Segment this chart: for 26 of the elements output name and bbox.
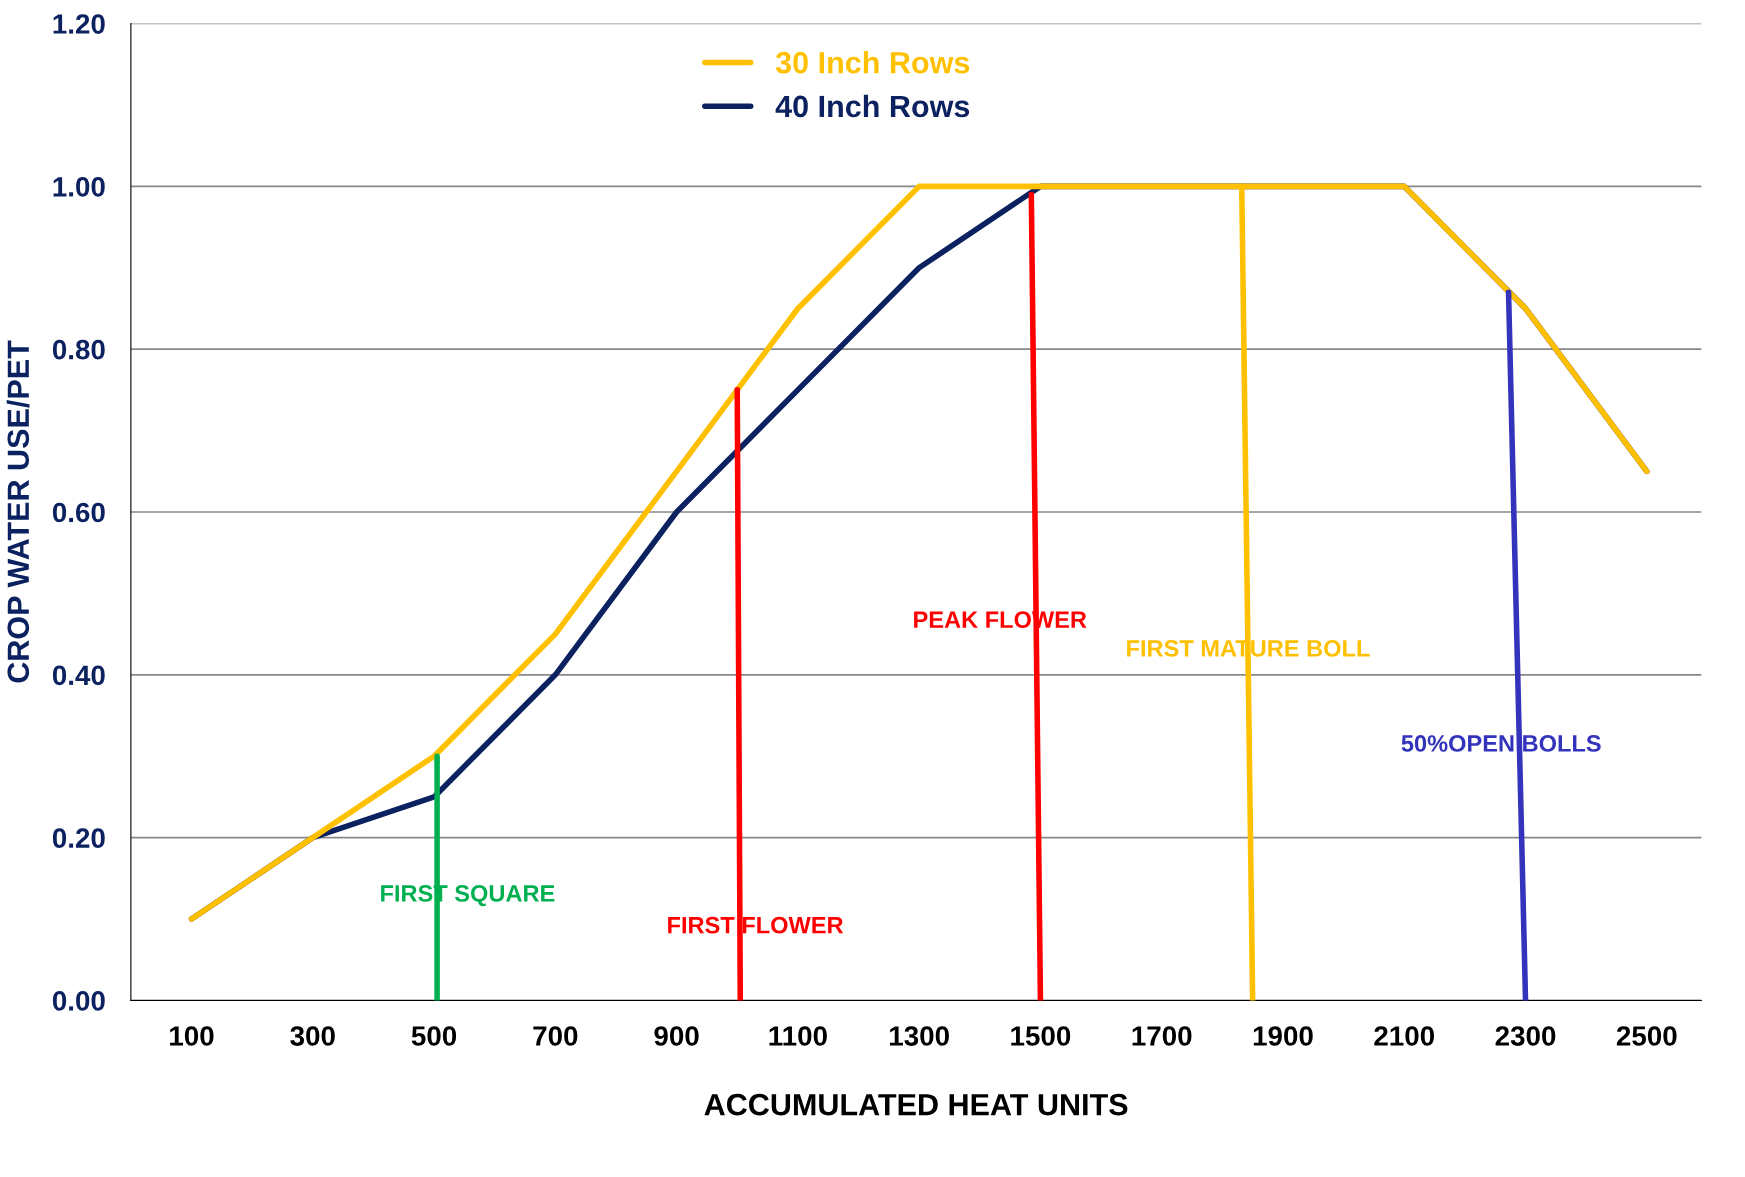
series-label: 50%OPEN BOLLS bbox=[1401, 735, 1601, 752]
x-tick-label: 1100 bbox=[769, 1026, 827, 1046]
x-tick-label: 1700 bbox=[1132, 1026, 1192, 1046]
x-tick-label: 2300 bbox=[1495, 1026, 1556, 1046]
x-tick-label: 2500 bbox=[1616, 1026, 1677, 1046]
x-tick-label: 300 bbox=[290, 1026, 335, 1046]
x-tick-label: 1300 bbox=[890, 1026, 949, 1046]
series-label: FIRST FLOWER bbox=[668, 916, 844, 934]
y-tick-label: 0.40 bbox=[52, 665, 105, 686]
x-tick-label: 100 bbox=[170, 1026, 214, 1046]
legend-label: 30 Inch Rows bbox=[775, 51, 970, 74]
y-tick-label: 0.60 bbox=[52, 502, 105, 523]
y-tick-label: 1.20 bbox=[53, 14, 105, 34]
y-tick-label: 1.00 bbox=[53, 177, 105, 197]
y-tick-label: 0.00 bbox=[52, 991, 105, 1011]
y-tick-label: 0.80 bbox=[52, 339, 105, 360]
x-tick-label: 2100 bbox=[1374, 1026, 1435, 1046]
y-tick-label: 0.20 bbox=[52, 828, 105, 848]
x-axis-title: ACCUMULATED HEAT UNITS bbox=[704, 1093, 1128, 1116]
y-axis-title: CROP WATER USE/PET bbox=[6, 340, 30, 683]
x-tick-label: 900 bbox=[654, 1026, 699, 1046]
x-tick-label: 700 bbox=[533, 1026, 578, 1046]
legend-label: 40 Inch Rows bbox=[775, 94, 970, 118]
x-tick-label: 1900 bbox=[1253, 1026, 1313, 1046]
x-tick-label: 500 bbox=[411, 1026, 457, 1046]
x-tick-label: 1500 bbox=[1011, 1026, 1071, 1046]
